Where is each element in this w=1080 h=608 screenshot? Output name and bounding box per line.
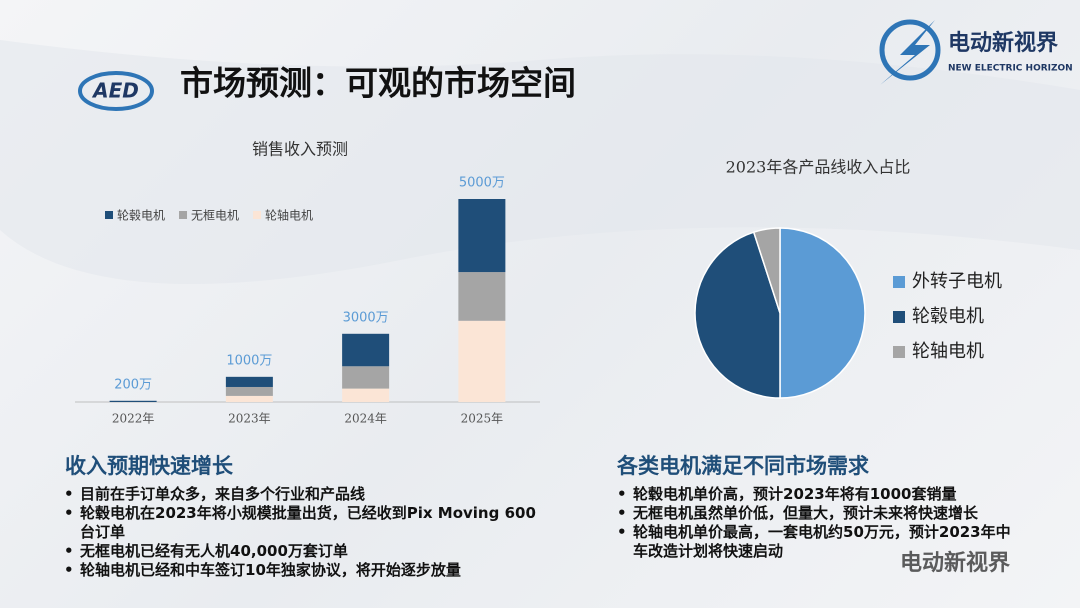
legend-swatch [893, 276, 905, 288]
right-heading: 各类电机满足不同市场需求 [617, 454, 869, 478]
bar-segment [109, 400, 157, 402]
bar-segment [342, 366, 390, 389]
total-label: 1000万 [226, 353, 272, 368]
legend-label: 轮轴电机 [912, 341, 984, 362]
x-tick-label: 2024年 [344, 412, 387, 426]
legend-swatch [105, 211, 113, 219]
bar-segment [225, 395, 273, 402]
bar-segment [458, 272, 506, 321]
bar-segment [342, 388, 390, 402]
legend-label: 外转子电机 [912, 271, 1002, 292]
bullet: 无框电机已经有无人机40,000万套订单 [62, 542, 542, 561]
total-label: 200万 [114, 377, 152, 392]
bullet: 无框电机虽然单价低，但量大，预计未来将快速增长 [615, 504, 1015, 523]
pie-slice [694, 231, 781, 399]
x-tick-label: 2022年 [112, 412, 155, 426]
bullet: 轮毂电机在2023年将小规模批量出货，已经收到Pix Moving 600台订单 [62, 504, 542, 542]
x-tick-label: 2025年 [461, 412, 504, 426]
watermark: 电动新视界 [900, 551, 1011, 576]
right-bullets: 轮毂电机单价高，预计2023年将有1000套销量无框电机虽然单价低，但量大，预计… [615, 485, 1015, 561]
bullet: 轮毂电机单价高，预计2023年将有1000套销量 [615, 485, 1015, 504]
x-tick-label: 2023年 [228, 412, 271, 426]
bar-segment [342, 333, 390, 367]
left-heading: 收入预期快速增长 [65, 454, 233, 478]
logo-bolt [880, 20, 935, 85]
slide-title: 市场预测：可观的市场空间 [180, 64, 576, 103]
bar-segment [458, 199, 506, 273]
legend-swatch [253, 211, 262, 219]
left-bullets: 目前在手订单众多，来自多个行业和产品线轮毂电机在2023年将小规模批量出货，已经… [62, 485, 542, 580]
bar-segment [458, 320, 506, 402]
legend-swatch [179, 211, 188, 219]
bar-segment [225, 376, 273, 387]
chart-title: 2023年各产品线收入占比 [726, 158, 911, 177]
chart-title: 销售收入预测 [252, 140, 348, 159]
legend-label: 轮毂电机 [912, 306, 984, 327]
legend-label: 无框电机 [191, 209, 239, 223]
pie-slice [779, 227, 866, 399]
logo-right: 电动新视界 [948, 30, 1058, 56]
total-label: 5000万 [459, 176, 505, 191]
legend-label: 轮轴电机 [265, 208, 313, 223]
logo-left: AED [91, 79, 139, 103]
bullet: 目前在手订单众多，来自多个行业和产品线 [62, 485, 542, 504]
logo-swoosh [78, 71, 154, 111]
legend-swatch [893, 311, 905, 323]
legend-label: 轮毂电机 [117, 209, 165, 223]
total-label: 3000万 [343, 310, 389, 325]
legend-swatch [893, 346, 905, 358]
logo-icon [879, 19, 941, 81]
bullet: 轮轴电机单价最高，一套电机约50万元，预计2023年中车改造计划将快速启动 [615, 523, 1015, 561]
bar-segment [225, 386, 273, 396]
background-map [0, 40, 1080, 284]
logo-right-sub: NEW ELECTRIC HORIZON [948, 64, 1073, 74]
pie-slice [752, 227, 781, 314]
bullet: 轮轴电机已经和中车签订10年独家协议，将开始逐步放量 [62, 561, 542, 580]
